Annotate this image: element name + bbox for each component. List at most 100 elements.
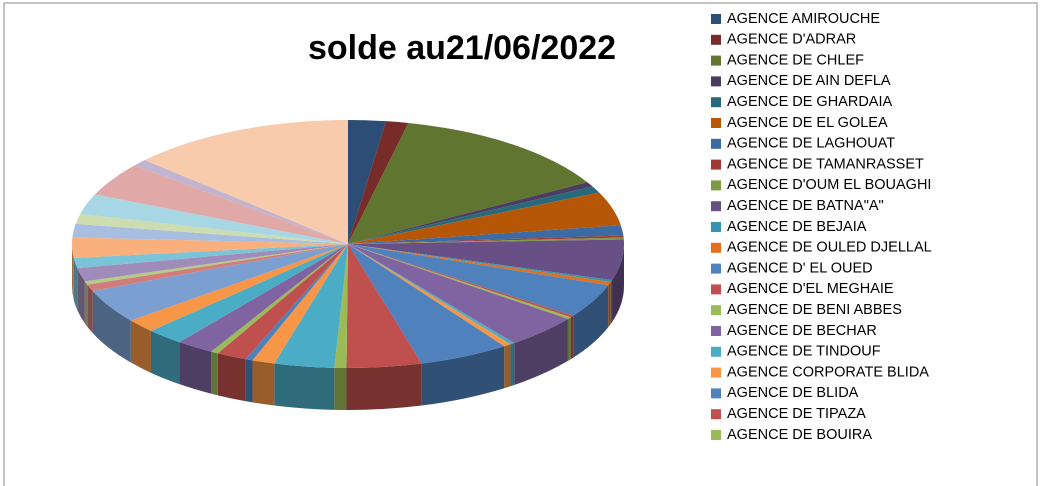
slice	[346, 244, 422, 368]
slice-side	[567, 317, 571, 361]
slice-side	[84, 281, 88, 327]
slice-side	[211, 351, 218, 396]
legend-swatch	[711, 242, 721, 253]
legend-swatch	[711, 346, 721, 357]
slice	[217, 244, 348, 360]
legend-swatch	[711, 159, 721, 170]
legend-label: AGENCE DE BLIDA	[727, 385, 859, 401]
slice	[334, 244, 348, 368]
slice-side	[510, 343, 515, 387]
legend-label: AGENCE AMIROUCHE	[727, 11, 880, 27]
slice	[348, 244, 609, 316]
legend-swatch	[711, 409, 721, 420]
slice-side	[72, 244, 74, 301]
slice	[71, 237, 348, 259]
legend-label: AGENCE DE CHLEF	[727, 52, 864, 68]
legend-swatch	[711, 180, 721, 191]
slice	[348, 237, 624, 244]
legend-swatch	[711, 97, 721, 108]
legend-label: AGENCE DE BATNA"A"	[727, 198, 884, 214]
slice	[348, 225, 624, 244]
slice-side	[608, 282, 611, 328]
slice	[252, 244, 348, 364]
slice	[348, 192, 621, 244]
legend-swatch	[711, 222, 721, 232]
slice-side	[504, 344, 511, 389]
slice	[348, 182, 593, 244]
slice	[179, 244, 348, 352]
slice-side	[612, 244, 624, 323]
legend-swatch	[711, 326, 721, 336]
slice	[77, 244, 348, 282]
slice	[348, 244, 574, 318]
legend-label: AGENCE DE OULED DJELLAL	[727, 240, 932, 256]
slice	[95, 165, 348, 244]
legend-swatch	[711, 76, 721, 87]
slice	[348, 244, 511, 347]
slice	[348, 244, 515, 345]
slice-side	[421, 346, 505, 406]
slice	[130, 244, 348, 331]
legend-swatch	[711, 55, 721, 66]
slice	[348, 244, 505, 364]
slice	[348, 120, 386, 244]
legend-label: AGENCE DE AIN DEFLA	[727, 73, 891, 89]
legend-swatch	[711, 138, 721, 149]
slice-side	[92, 291, 131, 363]
slice-side	[252, 360, 275, 406]
slice	[92, 244, 348, 321]
legend-label: AGENCE DE LAGHOUAT	[727, 136, 895, 152]
legend-swatch	[711, 263, 721, 274]
legend-label: AGENCE D'OUM EL BOUAGHI	[727, 177, 931, 193]
slice-side	[570, 315, 574, 360]
slice	[348, 244, 571, 319]
slice-side	[179, 342, 212, 394]
chart-title: solde au21/06/2022	[308, 29, 616, 67]
legend-label: AGENCE DE BECHAR	[727, 323, 877, 339]
slice-side	[245, 359, 253, 403]
slice	[75, 213, 349, 244]
legend-label: AGENCE DE BEJAIA	[727, 219, 867, 235]
slice	[348, 244, 568, 344]
legend-label: AGENCE CORPORATE BLIDA	[727, 364, 929, 380]
slice	[348, 186, 600, 244]
legend-swatch	[711, 34, 721, 45]
legend-swatch	[711, 201, 721, 212]
legend-swatch	[711, 14, 721, 24]
legend-label: AGENCE DE TAMANRASSET	[727, 156, 924, 172]
legend-label: AGENCE DE TIPAZA	[727, 406, 866, 422]
legend-label: AGENCE DE BENI ABBES	[727, 302, 902, 318]
legend-swatch	[711, 388, 721, 399]
slice	[348, 244, 611, 286]
legend-label: AGENCE D'ADRAR	[727, 32, 856, 48]
slice-side	[346, 363, 422, 410]
legend-label: AGENCE D' EL OUED	[727, 260, 873, 276]
slice	[72, 223, 348, 244]
legend-label: AGENCE DE EL GOLEA	[727, 115, 888, 131]
slice-side	[130, 320, 151, 373]
legend-label: AGENCE DE GHARDAIA	[727, 94, 892, 110]
slice-side	[610, 280, 613, 325]
slice	[348, 244, 613, 283]
slice	[245, 244, 348, 361]
slice-side	[77, 268, 85, 324]
slice-side	[573, 285, 609, 358]
legend-label: AGENCE DE BOUIRA	[727, 427, 872, 443]
legend-swatch	[711, 367, 721, 378]
legend-swatch	[711, 305, 721, 316]
slice	[150, 244, 348, 343]
slice	[80, 194, 348, 244]
legend-label: AGENCE DE TINDOUF	[727, 344, 881, 360]
slice-side	[274, 363, 335, 410]
legend-swatch	[711, 118, 721, 128]
legend-label: AGENCE D'EL MEGHAIE	[727, 281, 894, 297]
legend-swatch	[711, 430, 721, 440]
slice	[348, 123, 588, 244]
slice-side	[150, 330, 180, 385]
slice	[211, 244, 348, 354]
slice-side	[514, 318, 568, 386]
slice	[87, 244, 349, 292]
slice	[348, 239, 624, 281]
slice-side	[334, 367, 347, 410]
